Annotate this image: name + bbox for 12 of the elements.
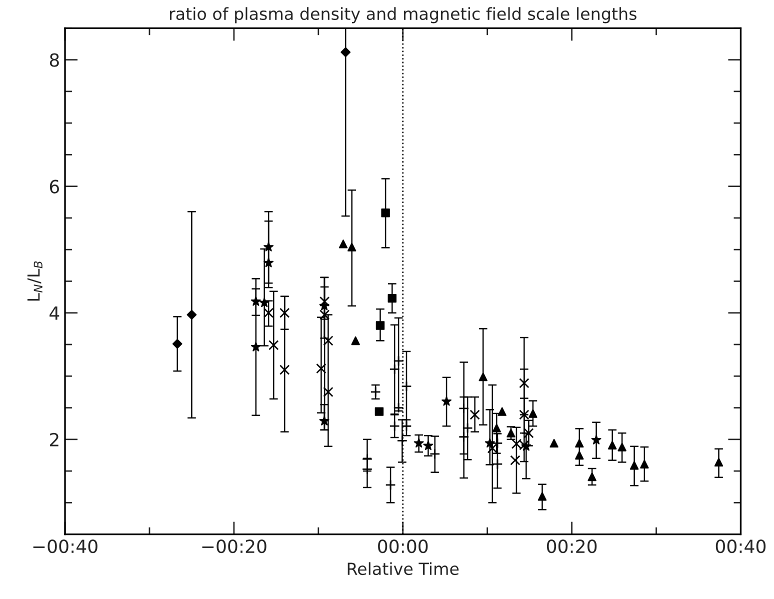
x-tick-label: 00:40 — [716, 539, 766, 554]
chart-title: ratio of plasma density and magnetic field scale lengths — [170, 7, 636, 24]
y-tick-label: 6 — [50, 180, 60, 194]
x-axis-title: Relative Time — [348, 562, 459, 576]
y-tick-label: 4 — [50, 306, 60, 320]
x-tick-label: −00:40 — [33, 539, 98, 554]
y-tick-label: 8 — [50, 53, 59, 67]
y-axis-title: L$_{N}$/L$_{B}$ — [27, 261, 42, 301]
y-tick-label: 2 — [50, 432, 58, 446]
x-tick-label: −00:20 — [202, 539, 266, 554]
x-tick-label: 00:00 — [378, 539, 428, 554]
x-tick-label: 00:20 — [546, 539, 597, 554]
